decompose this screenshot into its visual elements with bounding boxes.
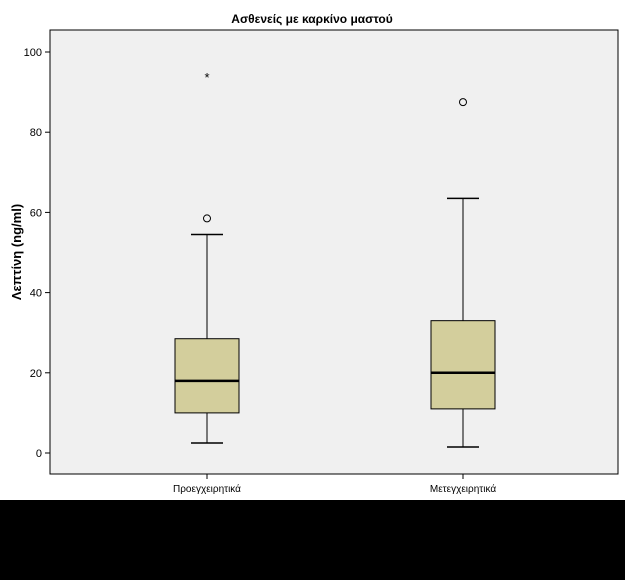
y-tick-label: 80 bbox=[30, 127, 42, 139]
y-axis-label: Λεπτίνη (ng/ml) bbox=[9, 204, 24, 300]
box-iqr bbox=[174, 338, 240, 414]
boxplot-chart: Ασθενείς με καρκίνο μαστού Λεπτίνη (ng/m… bbox=[9, 12, 619, 495]
outlier-point bbox=[459, 98, 467, 107]
y-tick-label: 100 bbox=[24, 47, 42, 59]
plot-area bbox=[49, 29, 619, 475]
box-group bbox=[430, 98, 496, 448]
chart-container: Ασθενείς με καρκίνο μαστού Λεπτίνη (ng/m… bbox=[9, 12, 619, 495]
y-tick-label: 40 bbox=[30, 288, 42, 300]
y-tick-label: 20 bbox=[30, 368, 42, 380]
chart-title: Ασθενείς με καρκίνο μαστού bbox=[231, 12, 392, 26]
y-axis: 0 20 40 60 80 100 bbox=[24, 47, 50, 460]
x-tick-label: Μετεγχειρητικά bbox=[430, 483, 496, 495]
y-tick-label: 60 bbox=[30, 207, 42, 219]
extreme-point: * bbox=[204, 70, 209, 85]
box-series: * bbox=[174, 70, 496, 448]
x-tick-label: Προεγχειρητικά bbox=[173, 483, 241, 495]
outlier-point bbox=[203, 214, 211, 223]
box-group: * bbox=[174, 70, 240, 444]
y-tick-label: 0 bbox=[36, 448, 42, 460]
black-band bbox=[0, 500, 625, 580]
box-iqr bbox=[430, 320, 496, 410]
x-axis: Προεγχειρητικά Μετεγχειρητικά bbox=[173, 474, 496, 495]
